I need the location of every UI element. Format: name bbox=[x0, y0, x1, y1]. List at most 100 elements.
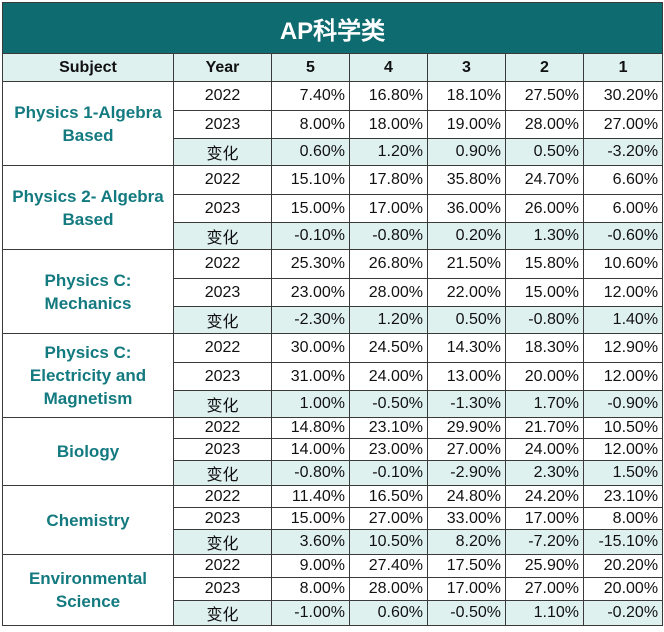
percent-cell: 27.00% bbox=[427, 438, 506, 461]
year-cell: 2022 bbox=[173, 165, 272, 195]
header-subject: Subject bbox=[2, 53, 174, 82]
percent-cell: 30.00% bbox=[271, 333, 350, 363]
header-score-1: 1 bbox=[582, 53, 664, 82]
percent-cell: 24.70% bbox=[505, 165, 584, 195]
percent-cell: 13.00% bbox=[427, 362, 506, 391]
table-row: 变化 -0.10% -0.80% 0.20% 1.30% -0.60% bbox=[3, 222, 664, 250]
percent-cell: 28.00% bbox=[349, 577, 428, 601]
percent-cell: 9.00% bbox=[271, 554, 350, 578]
percent-cell: 0.90% bbox=[427, 138, 506, 166]
percent-cell: 15.80% bbox=[505, 249, 584, 279]
percent-cell: 15.00% bbox=[505, 278, 584, 307]
percent-cell: 20.00% bbox=[582, 577, 664, 601]
percent-cell: 15.00% bbox=[271, 507, 350, 530]
subject-name: Physics 2- Algebra Based bbox=[2, 165, 174, 250]
percent-cell: 19.00% bbox=[427, 110, 506, 139]
percent-cell: -1.00% bbox=[271, 600, 350, 626]
percent-cell: 10.50% bbox=[349, 529, 428, 555]
percent-cell: 25.30% bbox=[271, 249, 350, 279]
percent-cell: 17.50% bbox=[427, 554, 506, 578]
percent-cell: 14.30% bbox=[427, 333, 506, 363]
percent-cell: -0.80% bbox=[349, 222, 428, 250]
percent-cell: -15.10% bbox=[582, 529, 664, 555]
year-cell: 2022 bbox=[173, 333, 272, 363]
header-row: Subject Year 5 4 3 2 1 bbox=[2, 53, 664, 82]
year-cell: 2023 bbox=[173, 110, 272, 139]
change-label: 变化 bbox=[173, 600, 272, 626]
percent-cell: 23.00% bbox=[349, 438, 428, 461]
percent-cell: 6.60% bbox=[582, 165, 664, 195]
percent-cell: -0.80% bbox=[505, 306, 584, 334]
percent-cell: 12.00% bbox=[582, 438, 664, 461]
table-row: Physics 2- Algebra Based 2022 15.10% 17.80%… bbox=[2, 165, 664, 250]
table-row: 变化 -0.80% -0.10% -2.90% 2.30% 1.50% bbox=[3, 460, 664, 486]
subject-name: Physics C: Mechanics bbox=[2, 249, 174, 334]
percent-cell: 18.30% bbox=[505, 333, 584, 363]
table-row: 变化 -2.30% 1.20% 0.50% -0.80% 1.40% bbox=[3, 306, 664, 334]
change-label: 变化 bbox=[173, 460, 272, 486]
change-label: 变化 bbox=[173, 529, 272, 555]
percent-cell: -1.30% bbox=[427, 390, 506, 418]
percent-cell: 14.80% bbox=[271, 417, 350, 439]
percent-cell: 31.00% bbox=[271, 362, 350, 391]
percent-cell: 12.90% bbox=[582, 333, 664, 363]
percent-cell: -7.20% bbox=[505, 529, 584, 555]
percent-cell: 30.20% bbox=[582, 81, 664, 111]
subject-name: Physics C: Electricity and Magnetism bbox=[2, 333, 174, 418]
header-score-5: 5 bbox=[271, 53, 350, 82]
percent-cell: 27.00% bbox=[505, 577, 584, 601]
subject-name: Physics 1-Algebra Based bbox=[2, 81, 174, 166]
percent-cell: 28.00% bbox=[505, 110, 584, 139]
percent-cell: 23.10% bbox=[349, 417, 428, 439]
percent-cell: 18.00% bbox=[349, 110, 428, 139]
change-label: 变化 bbox=[173, 222, 272, 250]
percent-cell: 33.00% bbox=[427, 507, 506, 530]
percent-cell: 17.00% bbox=[505, 507, 584, 530]
percent-cell: 18.10% bbox=[427, 81, 506, 111]
percent-cell: 8.20% bbox=[427, 529, 506, 555]
year-cell: 2022 bbox=[173, 417, 272, 439]
percent-cell: 7.40% bbox=[271, 81, 350, 111]
percent-cell: 1.20% bbox=[349, 306, 428, 334]
percent-cell: 24.50% bbox=[349, 333, 428, 363]
percent-cell: 8.00% bbox=[271, 577, 350, 601]
percent-cell: 11.40% bbox=[271, 485, 350, 508]
percent-cell: 24.00% bbox=[349, 362, 428, 391]
header-score-3: 3 bbox=[427, 53, 506, 82]
percent-cell: 0.20% bbox=[427, 222, 506, 250]
percent-cell: 0.60% bbox=[349, 600, 428, 626]
table-row: 2023 8.00% 28.00% 17.00% 27.00% 20.00% bbox=[3, 577, 664, 601]
change-label: 变化 bbox=[173, 138, 272, 166]
table-row: 变化 -1.00% 0.60% -0.50% 1.10% -0.20% bbox=[3, 600, 664, 626]
table-row: Biology 2022 14.80% 23.10% 29.90% 21.70% 10.50… bbox=[2, 417, 664, 486]
percent-cell: 14.00% bbox=[271, 438, 350, 461]
percent-cell: 6.00% bbox=[582, 194, 664, 223]
percent-cell: 20.00% bbox=[505, 362, 584, 391]
subject-name: Chemistry bbox=[2, 485, 174, 555]
percent-cell: 1.70% bbox=[505, 390, 584, 418]
percent-cell: 23.00% bbox=[271, 278, 350, 307]
percent-cell: 24.20% bbox=[505, 485, 584, 508]
table-row: Physics C: Electricity and Magnetism 2022… bbox=[2, 333, 664, 418]
table-row: Physics 1-Algebra Based 2022 7.40% 16.80% 18… bbox=[2, 81, 664, 166]
percent-cell: 3.60% bbox=[271, 529, 350, 555]
table-title: AP科学类 bbox=[1, 2, 664, 54]
subject-name: Biology bbox=[2, 417, 174, 486]
table-row: Chemistry 2022 11.40% 16.50% 24.80% 24.20% 23.… bbox=[2, 485, 664, 555]
percent-cell: 23.10% bbox=[582, 485, 664, 508]
percent-cell: 1.10% bbox=[505, 600, 584, 626]
year-cell: 2022 bbox=[173, 554, 272, 578]
year-cell: 2022 bbox=[173, 485, 272, 508]
percent-cell: 8.00% bbox=[271, 110, 350, 139]
percent-cell: 0.50% bbox=[427, 306, 506, 334]
percent-cell: -3.20% bbox=[582, 138, 664, 166]
year-cell: 2022 bbox=[173, 81, 272, 111]
percent-cell: 36.00% bbox=[427, 194, 506, 223]
percent-cell: 1.50% bbox=[582, 460, 664, 486]
percent-cell: 20.20% bbox=[582, 554, 664, 578]
percent-cell: 0.60% bbox=[271, 138, 350, 166]
percent-cell: 2.30% bbox=[505, 460, 584, 486]
percent-cell: 17.00% bbox=[427, 577, 506, 601]
